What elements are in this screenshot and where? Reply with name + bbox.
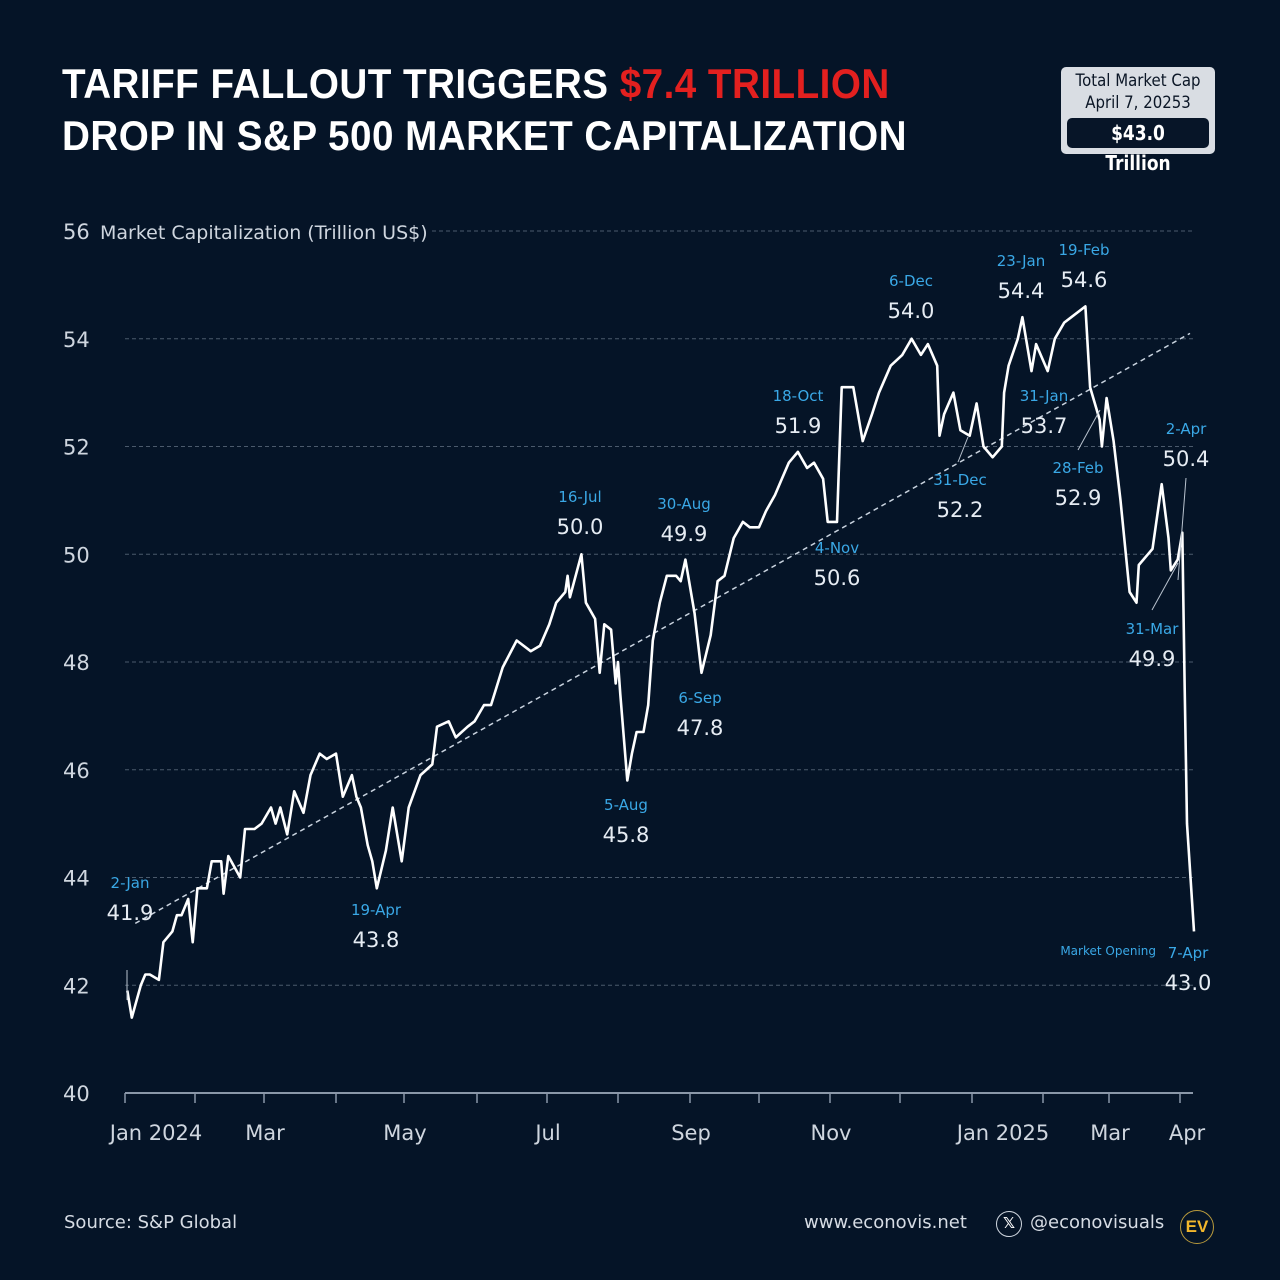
econovis-logo-icon: EV [1180,1210,1214,1244]
annotation-leader-line [1077,409,1101,451]
annotation-date-label: 5-Aug [604,796,648,814]
series-line-group [126,305,1196,1019]
annotation-date-label: 28-Feb [1052,459,1103,477]
series-line-market-cap [126,305,1196,1019]
annotation-date-label: 19-Feb [1058,241,1109,259]
y-tick-label-42: 42 [63,974,90,998]
annotation-value-label: 49.9 [1129,647,1176,671]
annotation-16-Jul: 16-Jul 50.0 [557,488,604,539]
annotation-19-Apr: 19-Apr 43.8 [351,901,402,952]
total-market-cap-badge: Total Market Cap April 7, 20253 $43.0 Tr… [1061,67,1215,175]
annotation-5-Aug: 5-Aug 45.8 [603,796,650,847]
annotation-value-label: 50.0 [557,515,604,539]
trendline [134,332,1191,925]
y-tick-label-46: 46 [63,759,90,783]
x-tick-label: Jul [533,1121,560,1145]
annotation-date-label: 2-Apr [1166,420,1207,438]
annotation-date-label: 31-Mar [1126,620,1180,638]
y-axis-ticks: 40 42 44 46 48 50 52 54 56 [63,220,90,1106]
annotation-31-Jan: 31-Jan 53.7 [1020,387,1068,438]
y-tick-label-50: 50 [63,543,90,567]
annotation-value-label: 43.0 [1165,971,1212,995]
annotation-19-Feb: 19-Feb 54.6 [1058,241,1109,292]
annotation-date-label: 31-Jan [1020,387,1068,405]
annotation-leader-line [957,436,969,463]
y-tick-label-48: 48 [63,651,90,675]
x-tick-label: Nov [811,1121,852,1145]
badge-date: April 7, 20253 [1085,93,1191,113]
title-line-1: TARIFF FALLOUT TRIGGERS $7.4 TRILLION [62,60,890,107]
annotation-value-label: 49.9 [661,522,708,546]
title-line-2: DROP IN S&P 500 MARKET CAPITALIZATION [62,112,908,159]
annotation-6-Sep: 6-Sep 47.8 [677,689,724,740]
annotation-2-Jan: 2-Jan 41.9 [107,874,154,1000]
annotation-31-Dec: 31-Dec 52.2 [933,436,987,522]
annotation-value-label: 50.6 [814,566,861,590]
annotation-2-Apr: 2-Apr 50.4 [1163,420,1210,581]
annotation-note-label: Market Opening [1060,944,1156,958]
annotation-value-label: 54.6 [1061,268,1108,292]
annotation-4-Nov: 4-Nov 50.6 [814,539,861,590]
annotation-value-label: 52.2 [937,498,984,522]
y-axis-title: Market Capitalization (Trillion US$) [100,222,428,244]
annotation-30-Aug: 30-Aug 49.9 [657,495,710,546]
annotation-date-label: 19-Apr [351,901,402,919]
annotation-date-label: 4-Nov [815,539,859,557]
title-highlight: $7.4 TRILLION [619,60,890,107]
annotation-date-label: 18-Oct [773,387,824,405]
source-text: Source: S&P Global [64,1212,238,1233]
annotation-value-label: 54.4 [998,279,1045,303]
social-handle[interactable]: @econovisuals [1030,1212,1165,1233]
annotation-date-label: 6-Dec [889,272,933,290]
annotation-value-label: 53.7 [1021,414,1068,438]
grid-lines [125,230,1193,986]
annotation-date-label: 31-Dec [933,471,987,489]
annotation-value-label: 51.9 [775,414,822,438]
annotation-6-Dec: 6-Dec 54.0 [888,272,935,323]
website-link[interactable]: www.econovis.net [804,1212,967,1233]
annotation-18-Oct: 18-Oct 51.9 [773,387,824,438]
x-tick-label: Apr [1169,1121,1206,1145]
annotation-28-Feb: 28-Feb 52.9 [1052,409,1104,510]
annotation-date-label: 2-Jan [111,874,150,892]
x-tick-label: Jan 2025 [955,1121,1050,1145]
annotation-leader-line [1177,477,1187,581]
y-tick-label-44: 44 [63,867,90,891]
annotation-date-label: 30-Aug [657,495,710,513]
annotation-date-label: 6-Sep [678,689,721,707]
x-tick-label: Mar [245,1121,285,1145]
annotation-value-label: 43.8 [353,928,400,952]
x-axis: Jan 2024 Mar May Jul Sep Nov Jan 2025 Mar Apr [108,1092,1206,1145]
x-tick-label: May [383,1121,426,1145]
y-tick-label-54: 54 [63,328,90,352]
chart-title: TARIFF FALLOUT TRIGGERS $7.4 TRILLION DR… [62,58,907,162]
y-tick-label-40: 40 [63,1082,90,1106]
annotations: 2-Jan 41.9 19-Apr 43.8 16-Jul 50.0 5-Aug 45.8 30… [107,241,1211,1000]
annotation-31-Mar: 31-Mar 49.9 [1126,562,1180,671]
annotation-value-label: 45.8 [603,823,650,847]
annotation-leader-line [1151,562,1179,611]
annotation-date-label: 16-Jul [558,488,601,506]
badge-value: $43.0 Trillion [1067,118,1209,175]
annotation-7-Apr: 7-Apr 43.0 Market Opening [1060,944,1211,995]
x-tick-label: Mar [1090,1121,1130,1145]
annotation-value-label: 54.0 [888,299,935,323]
x-tick-label: Jan 2024 [108,1121,203,1145]
annotation-value-label: 50.4 [1163,447,1210,471]
annotation-value-label: 47.8 [677,716,724,740]
x-tick-label: Sep [671,1121,711,1145]
y-tick-label-52: 52 [63,436,90,460]
annotation-date-label: 7-Apr [1168,944,1209,962]
annotation-value-label: 41.9 [107,901,154,925]
badge-label: Total Market Cap [1075,71,1201,91]
annotation-value-label: 52.9 [1055,486,1102,510]
annotation-23-Jan: 23-Jan 54.4 [997,252,1045,303]
annotation-date-label: 23-Jan [997,252,1045,270]
trendline-dashed [134,332,1191,925]
x-twitter-icon: 𝕏 [996,1211,1022,1237]
y-tick-label-56: 56 [63,220,90,244]
